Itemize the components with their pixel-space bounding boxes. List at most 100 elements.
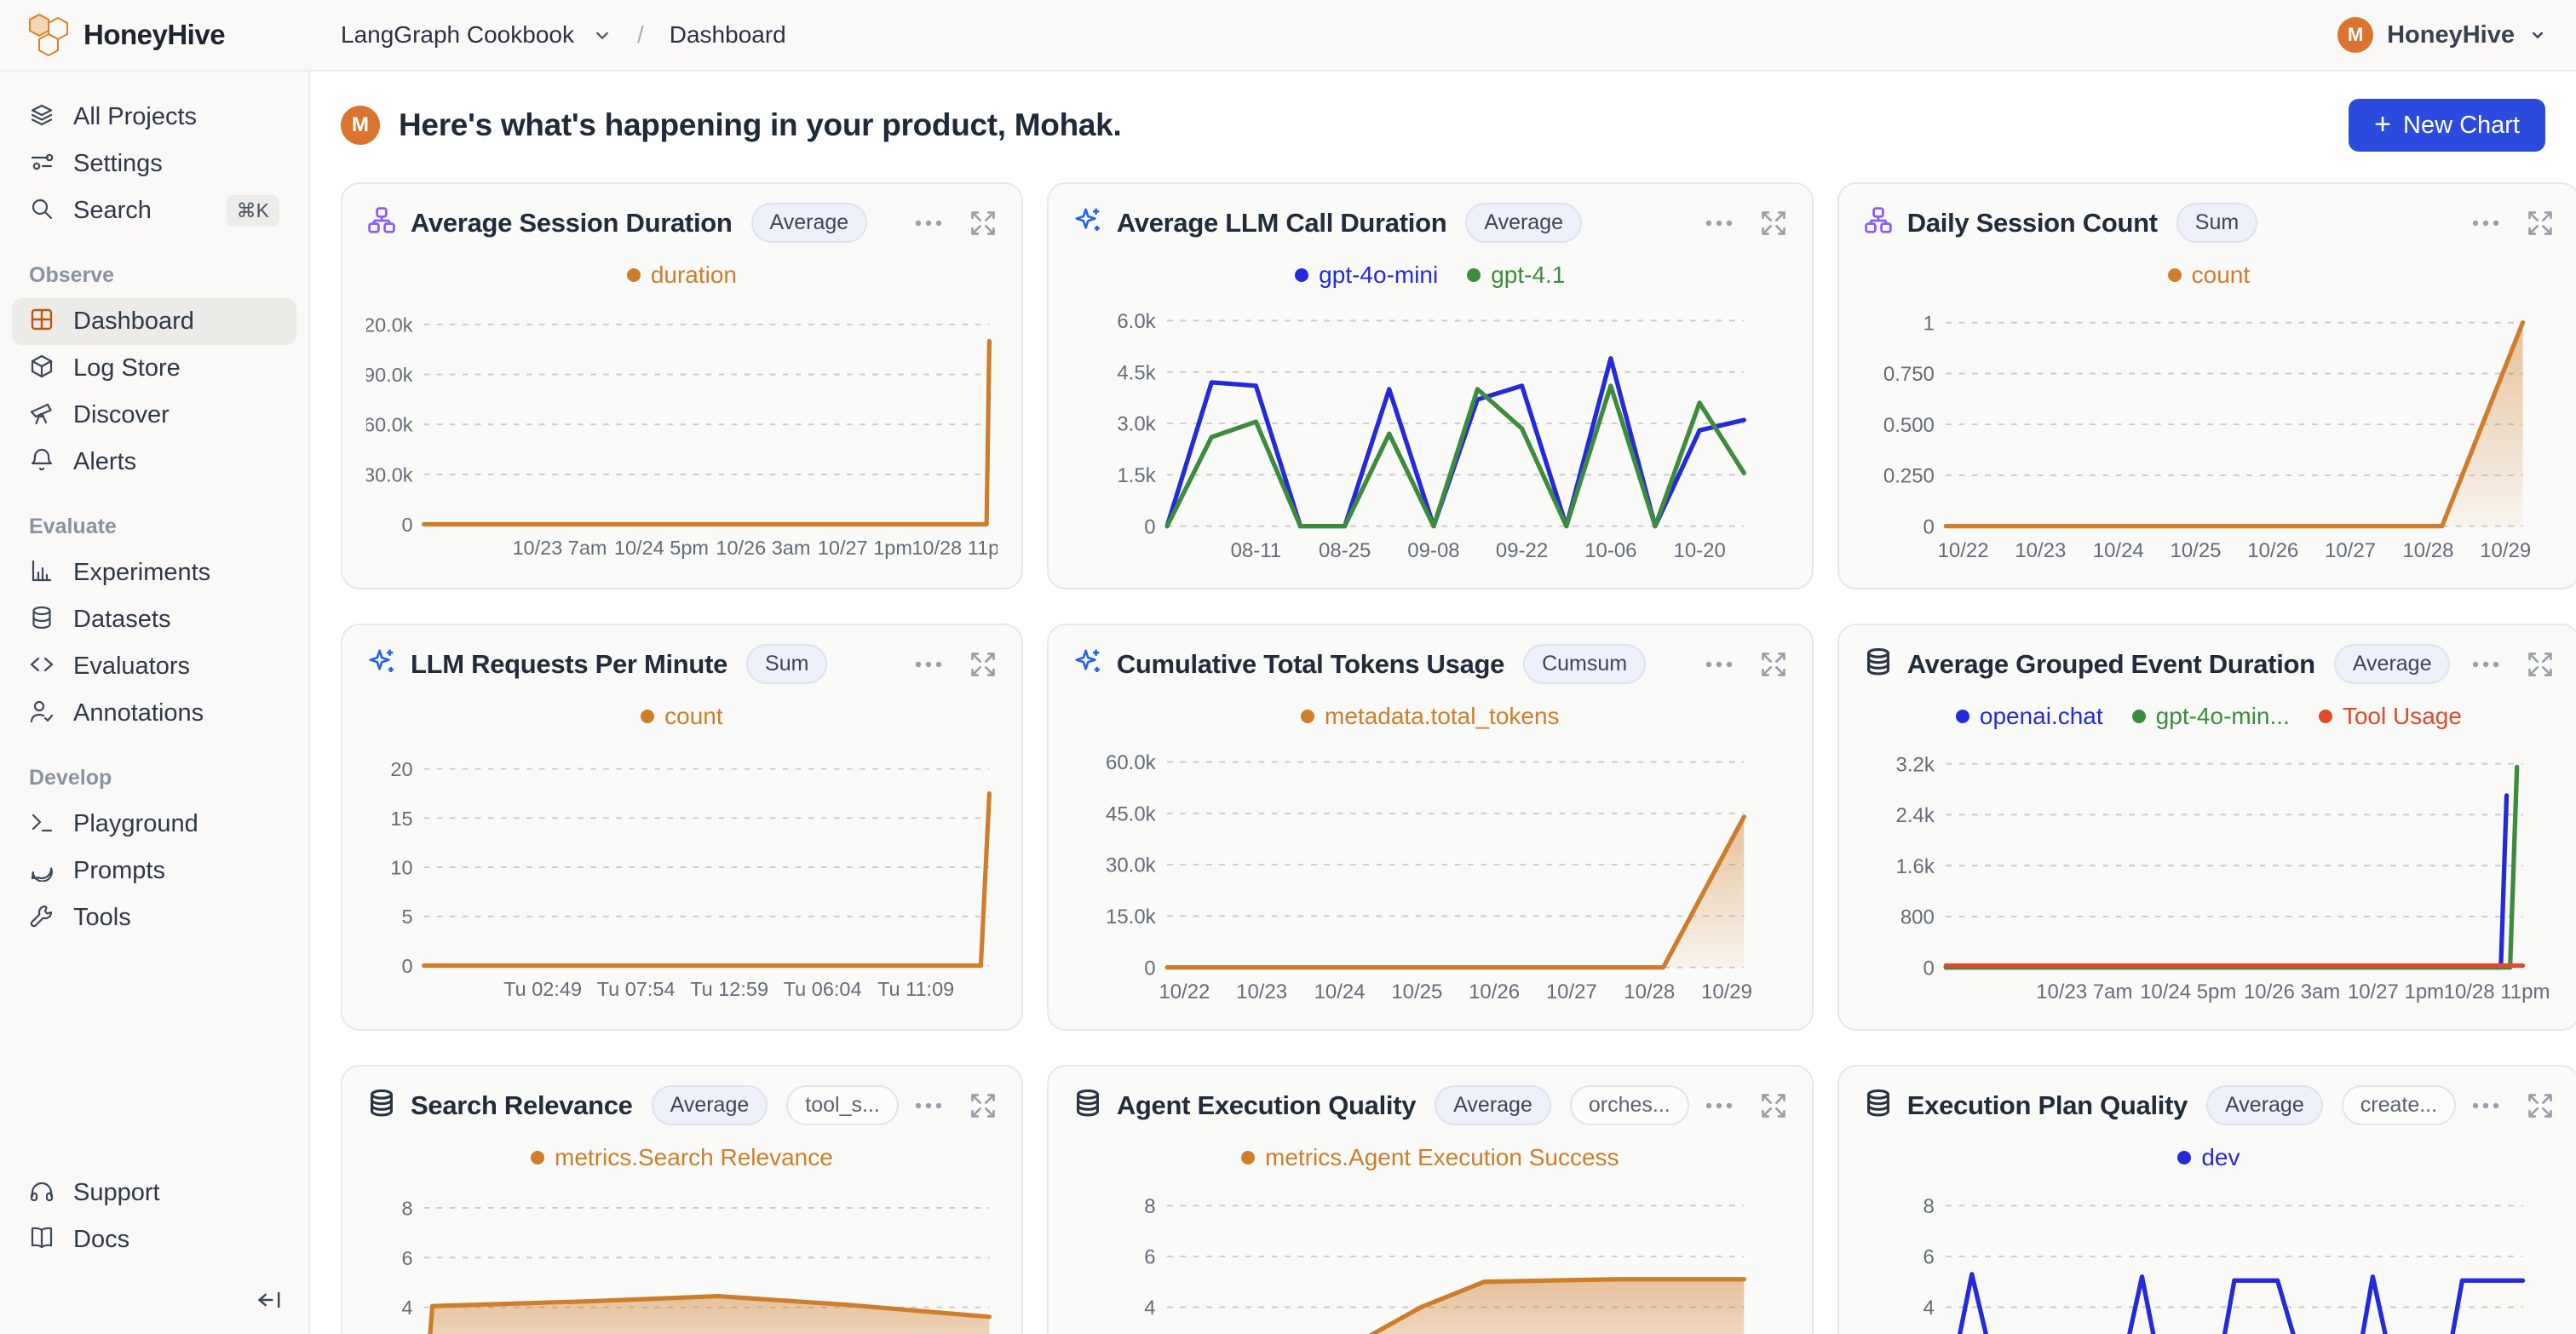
svg-text:8: 8	[401, 1198, 412, 1220]
legend-item[interactable]: gpt-4.1	[1467, 262, 1565, 289]
sidebar-item-search[interactable]: Search ⌘K	[12, 187, 296, 234]
sidebar-item-docs[interactable]: Docs	[12, 1216, 296, 1263]
sidebar-item-discover[interactable]: Discover	[12, 392, 296, 439]
card-actions	[1703, 1091, 1788, 1120]
legend-item[interactable]: count	[641, 703, 723, 730]
expand-icon[interactable]	[2526, 650, 2555, 679]
more-options-icon[interactable]	[1703, 658, 1735, 670]
legend-item[interactable]: gpt-4o-mini	[1295, 262, 1438, 289]
svg-text:4.5k: 4.5k	[1117, 362, 1156, 385]
sidebar-item-experiments[interactable]: Experiments	[12, 549, 296, 596]
more-options-icon[interactable]	[1703, 217, 1735, 229]
more-options-icon[interactable]	[912, 1100, 945, 1112]
chart-plot[interactable]: 0 800 1.6k 2.4k 3.2k 10/23 7am 10/24 5pm 10/26 …	[1863, 740, 2555, 1010]
sidebar-item-annotations[interactable]: Annotations	[12, 690, 296, 737]
aggregation-badge: Average	[1465, 203, 1583, 243]
svg-text:15: 15	[390, 808, 412, 830]
expand-icon[interactable]	[1759, 209, 1788, 238]
expand-icon[interactable]	[969, 650, 998, 679]
sidebar-item-label: Search	[73, 197, 152, 224]
legend-item[interactable]: metrics.Search Relevance	[531, 1144, 833, 1171]
legend-item[interactable]: duration	[626, 262, 737, 289]
chart-plot[interactable]: 0 30.0k 60.0k 90.0k 120.0k 10/23 7am 10/24 5pm…	[366, 299, 998, 569]
chart-plot[interactable]: 0 15.0k 30.0k 45.0k 60.0k 10/22 10/23 10/24 10/2…	[1072, 740, 1788, 1010]
sidebar-item-prompts[interactable]: Prompts	[12, 848, 296, 894]
svg-text:90.0k: 90.0k	[366, 365, 413, 387]
legend-item[interactable]: metrics.Agent Execution Success	[1241, 1144, 1619, 1171]
more-options-icon[interactable]	[2470, 217, 2502, 229]
chevron-down-icon[interactable]	[593, 26, 612, 44]
svg-text:10/29: 10/29	[2480, 540, 2531, 563]
database-icon	[1863, 1088, 1894, 1123]
svg-text:3.0k: 3.0k	[1117, 413, 1156, 436]
chart-plot[interactable]: 0 1.5k 3.0k 4.5k 6.0k 08-11 08-25 09-08 09-22 10-…	[1072, 299, 1788, 569]
legend-dot-icon	[1467, 268, 1481, 283]
expand-icon[interactable]	[969, 209, 998, 238]
expand-icon[interactable]	[2526, 1091, 2555, 1120]
legend-item[interactable]: openai.chat	[1955, 703, 2103, 730]
new-chart-button[interactable]: + New Chart	[2349, 99, 2545, 152]
sidebar-item-alerts[interactable]: Alerts	[12, 439, 296, 486]
more-options-icon[interactable]	[912, 658, 945, 670]
legend-item[interactable]: dev	[2177, 1144, 2240, 1171]
chart-plot[interactable]: 0 5 10 15 20 Tu 02:49 Tu 07:54 Tu 12:59 Tu 06:04…	[366, 740, 998, 1010]
brand-logo[interactable]: HoneyHive	[26, 11, 226, 59]
sidebar-item-label: Datasets	[73, 606, 171, 633]
terminal-icon	[29, 809, 55, 839]
sidebar-item-settings[interactable]: Settings	[12, 141, 296, 187]
chart-legend: count	[366, 701, 998, 732]
legend-item[interactable]: metadata.total_tokens	[1301, 703, 1560, 730]
card-actions	[2470, 209, 2555, 238]
sidebar-item-label: Settings	[73, 150, 163, 177]
card-header: Agent Execution Quality Average orches...	[1072, 1085, 1788, 1125]
more-options-icon[interactable]	[2470, 658, 2502, 670]
sidebar-item-label: Experiments	[73, 559, 211, 586]
chart-plot[interactable]: 0 0.250 0.500 0.750 1 10/22 10/23 10/24 10/25 10/…	[1863, 299, 2555, 569]
more-options-icon[interactable]	[912, 217, 945, 229]
sidebar-item-tools[interactable]: Tools	[12, 894, 296, 941]
sidebar-item-label: Discover	[73, 401, 170, 428]
sidebar-item-support[interactable]: Support	[12, 1170, 296, 1216]
expand-icon[interactable]	[969, 1091, 998, 1120]
card-title: Agent Execution Quality	[1116, 1090, 1417, 1120]
project-selector[interactable]: LangGraph Cookbook	[341, 21, 574, 48]
barchart-icon	[29, 558, 55, 588]
legend-item[interactable]: gpt-4o-min...	[2131, 703, 2290, 730]
sidebar-item-dashboard[interactable]: Dashboard	[12, 298, 296, 345]
svg-text:6.0k: 6.0k	[1117, 311, 1156, 334]
chart-plot[interactable]: 2468	[366, 1182, 998, 1334]
expand-icon[interactable]	[2526, 209, 2555, 238]
sidebar-item-playground[interactable]: Playground	[12, 801, 296, 848]
svg-text:10/24 5pm: 10/24 5pm	[2140, 981, 2236, 1004]
card-actions	[912, 1091, 998, 1120]
card-header: Average Session Duration Average	[366, 203, 998, 243]
breadcrumb-page[interactable]: Dashboard	[669, 21, 786, 48]
svg-text:3.2k: 3.2k	[1895, 754, 1935, 777]
svg-text:5: 5	[401, 906, 412, 929]
aggregation-badge: Cumsum	[1523, 644, 1647, 684]
sidebar-collapse-button[interactable]	[256, 1285, 285, 1319]
sidebar-item-datasets[interactable]: Datasets	[12, 596, 296, 643]
more-options-icon[interactable]	[1703, 1100, 1735, 1112]
svg-text:10/24: 10/24	[2093, 540, 2144, 563]
sidebar-item-label: All Projects	[73, 103, 198, 130]
card-title: Execution Plan Quality	[1906, 1090, 2188, 1120]
sidebar-primary: All Projects Settings Search ⌘K	[12, 94, 296, 234]
svg-text:Tu 12:59: Tu 12:59	[690, 979, 768, 1001]
expand-icon[interactable]	[1759, 650, 1788, 679]
more-options-icon[interactable]	[2470, 1100, 2502, 1112]
breadcrumb: LangGraph Cookbook / Dashboard	[341, 21, 786, 49]
svg-text:4: 4	[1144, 1297, 1155, 1320]
legend-item[interactable]: count	[2167, 262, 2250, 289]
chart-plot[interactable]: 2468	[1863, 1182, 2555, 1334]
user-menu[interactable]: M HoneyHive	[2337, 17, 2547, 53]
legend-item[interactable]: Tool Usage	[2318, 703, 2462, 730]
chart-legend: duration	[366, 260, 998, 290]
headphones-icon	[29, 1178, 55, 1208]
card-header: Cumulative Total Tokens Usage Cumsum	[1072, 644, 1788, 684]
expand-icon[interactable]	[1759, 1091, 1788, 1120]
chart-plot[interactable]: 2468	[1072, 1182, 1788, 1334]
sidebar-item-evaluators[interactable]: Evaluators	[12, 643, 296, 690]
sidebar-item-all-projects[interactable]: All Projects	[12, 94, 296, 141]
sidebar-item-log-store[interactable]: Log Store	[12, 345, 296, 392]
